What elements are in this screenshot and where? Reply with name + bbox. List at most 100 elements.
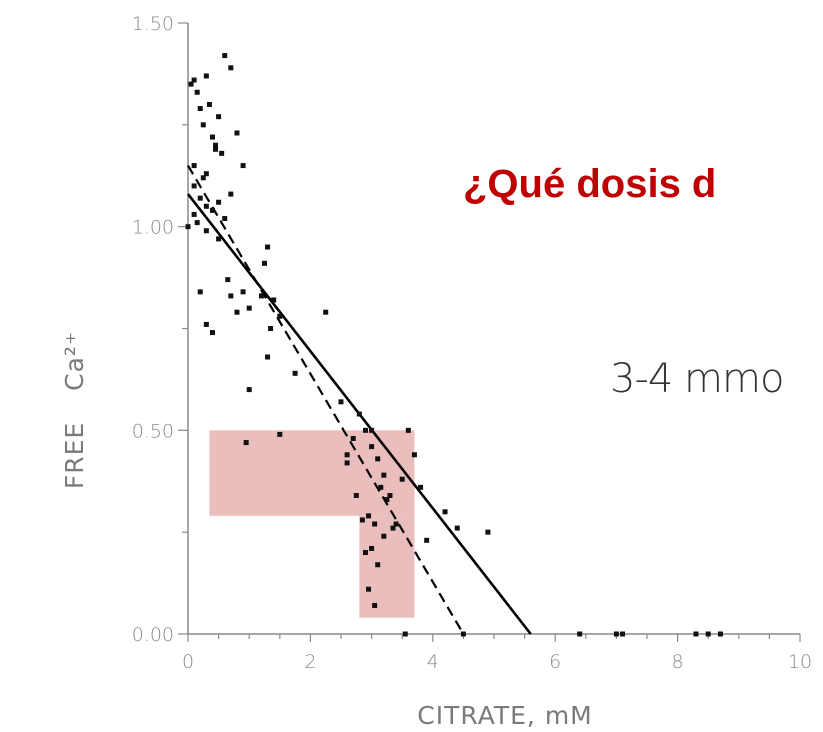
data-point <box>191 77 197 83</box>
data-point <box>246 387 252 393</box>
y-tick-label: 1.50 <box>132 13 174 35</box>
data-point <box>209 207 215 213</box>
data-point <box>194 220 200 226</box>
data-point <box>262 260 267 266</box>
data-point <box>277 313 283 319</box>
y-axis-title: FREE Ca²⁺ <box>60 331 89 489</box>
data-point <box>265 244 271 250</box>
data-point <box>362 427 368 433</box>
data-point <box>362 550 368 556</box>
data-point <box>424 537 430 543</box>
data-point <box>191 163 197 169</box>
data-point <box>209 134 215 140</box>
y-tick-label: 0.00 <box>132 624 174 646</box>
data-point <box>240 163 246 169</box>
data-point <box>375 562 381 568</box>
data-point <box>323 309 329 315</box>
x-tick-label: 0 <box>182 651 194 673</box>
regression-dashed-line <box>187 165 465 635</box>
slide-body-text: 3-4 mmo <box>610 356 783 402</box>
y-tick-label: 0.50 <box>132 420 174 442</box>
highlight-region-0 <box>209 430 415 516</box>
data-point <box>344 452 350 458</box>
highlight-region-1 <box>359 515 415 618</box>
data-point <box>693 631 699 637</box>
data-point <box>203 228 209 234</box>
data-point <box>197 195 203 201</box>
data-point <box>366 586 372 592</box>
data-point <box>402 631 408 637</box>
data-point <box>454 525 460 531</box>
data-point <box>390 525 396 531</box>
data-point <box>442 509 448 515</box>
data-point <box>203 203 209 209</box>
data-point <box>197 106 203 112</box>
data-point <box>387 493 393 499</box>
data-point <box>200 122 206 128</box>
data-points <box>185 53 723 637</box>
data-point <box>234 130 240 136</box>
data-point <box>228 293 234 299</box>
data-point <box>381 533 387 539</box>
data-point <box>268 326 274 331</box>
data-point <box>418 484 424 490</box>
data-point <box>240 289 246 295</box>
data-point <box>381 472 387 478</box>
data-point <box>350 435 356 441</box>
y-axis-title-free: FREE <box>60 422 89 489</box>
data-point <box>228 65 234 71</box>
data-point <box>185 224 191 230</box>
data-point <box>213 146 219 152</box>
x-tick-label: 6 <box>549 651 561 673</box>
data-point <box>366 513 372 519</box>
data-point <box>393 521 399 527</box>
data-point <box>372 602 378 608</box>
data-point <box>203 321 209 327</box>
data-point <box>384 497 390 503</box>
data-point <box>359 517 365 523</box>
data-point <box>216 199 222 205</box>
data-point <box>222 53 228 59</box>
y-ticks: 0.00 0.50 1.00 1.50 <box>132 13 188 646</box>
data-point <box>277 431 283 437</box>
x-ticks: 0 2 4 6 8 10 <box>182 634 812 673</box>
data-point <box>411 452 417 458</box>
data-point <box>243 440 249 446</box>
data-point <box>292 370 298 376</box>
data-point <box>372 521 378 527</box>
data-point <box>399 476 405 482</box>
data-point <box>225 277 231 283</box>
data-point <box>213 142 219 148</box>
data-point <box>378 484 384 490</box>
x-tick-label: 4 <box>427 651 439 673</box>
data-point <box>577 631 583 637</box>
data-point <box>246 305 252 311</box>
data-point <box>209 330 215 336</box>
data-point <box>369 427 375 433</box>
data-point <box>258 293 264 299</box>
data-point <box>194 89 200 95</box>
data-point <box>705 631 711 637</box>
x-tick-label: 2 <box>304 651 316 673</box>
data-point <box>405 427 411 433</box>
data-point <box>375 456 381 462</box>
highlight-regions <box>209 430 415 618</box>
data-point <box>353 493 359 499</box>
data-point <box>206 101 212 107</box>
data-point <box>613 631 619 637</box>
data-point <box>222 216 228 222</box>
axes <box>187 23 800 635</box>
data-point <box>338 399 344 405</box>
data-point <box>188 81 194 87</box>
data-point <box>717 631 723 637</box>
slide-title: ¿Qué dosis d <box>463 162 716 206</box>
x-tick-label: 8 <box>672 651 684 673</box>
data-point <box>203 171 209 177</box>
data-point <box>356 411 362 417</box>
data-point <box>485 529 491 535</box>
data-point <box>219 150 225 156</box>
data-point <box>460 631 466 637</box>
data-point <box>216 114 222 120</box>
data-point <box>620 631 626 637</box>
